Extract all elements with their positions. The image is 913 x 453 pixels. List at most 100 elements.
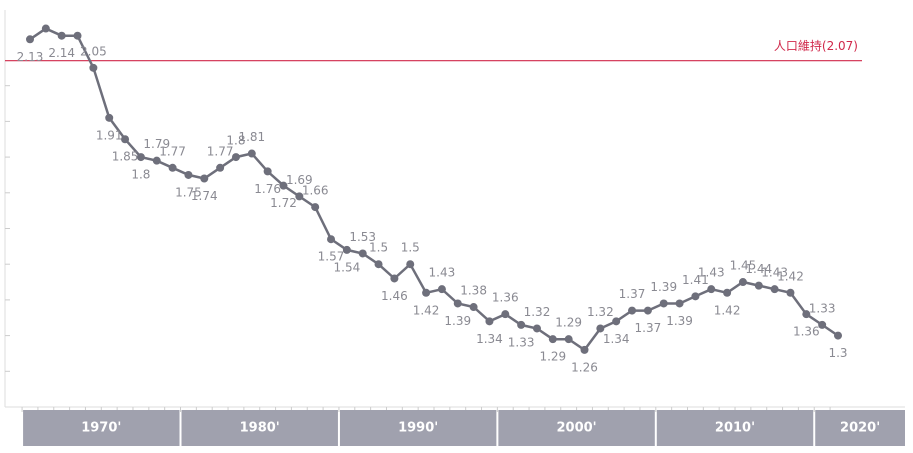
data-point [612, 317, 621, 326]
value-label: 1.79 [143, 137, 170, 151]
value-label: 1.39 [444, 314, 471, 328]
value-label: 1.81 [238, 130, 265, 144]
decade-box [23, 410, 180, 446]
value-label: 1.77 [159, 144, 186, 158]
series-line [29, 27, 839, 352]
value-label: 1.42 [413, 303, 440, 317]
value-label: 1.34 [603, 332, 630, 346]
data-point [263, 167, 272, 176]
value-label: 1.53 [349, 230, 376, 244]
data-point [802, 310, 811, 319]
value-label: 1.39 [666, 314, 693, 328]
decade-box [339, 410, 497, 446]
data-point [247, 149, 256, 158]
data-point [200, 174, 209, 183]
data-point [643, 306, 652, 315]
data-point [136, 153, 145, 162]
value-label: 1.29 [555, 316, 582, 330]
data-point [596, 324, 605, 333]
decade-label: 1970' [81, 421, 121, 436]
data-point [675, 299, 684, 308]
value-label: 1.66 [302, 184, 329, 198]
data-point [754, 281, 763, 290]
data-point [580, 345, 589, 354]
value-label: 1.32 [524, 305, 551, 319]
value-label: 1.76 [254, 182, 281, 196]
value-label: 1.75 [175, 185, 202, 199]
data-point [374, 260, 383, 269]
value-label: 1.29 [539, 350, 566, 364]
data-point [231, 153, 240, 162]
value-label: 1.3 [828, 346, 847, 360]
value-label: 1.8 [226, 134, 245, 148]
value-label: 1.77 [207, 144, 234, 158]
value-label: 1.42 [714, 303, 741, 317]
data-point [168, 163, 177, 172]
data-point [89, 63, 98, 72]
value-label: 1.36 [793, 325, 820, 339]
data-point [279, 181, 288, 190]
decade-box [656, 410, 814, 446]
value-label: 1.38 [460, 284, 487, 298]
value-label: 1.34 [476, 332, 503, 346]
value-label: 2.13 [17, 50, 44, 64]
decade-box [815, 410, 905, 446]
decade-label: 1980' [240, 421, 280, 436]
value-label: 1.43 [761, 266, 788, 280]
data-point [453, 299, 462, 308]
data-point [327, 235, 336, 244]
data-point [628, 306, 637, 315]
data-point [485, 317, 494, 326]
value-label: 1.26 [571, 360, 598, 374]
data-point [406, 260, 415, 269]
data-point [73, 31, 82, 40]
reference-label: 人口維持(2.07) [774, 38, 858, 53]
value-label: 1.37 [635, 321, 662, 335]
value-label: 1.43 [429, 266, 456, 280]
value-label: 1.39 [650, 280, 677, 294]
data-point [548, 335, 557, 344]
data-point [469, 303, 478, 312]
data-point [358, 249, 367, 258]
value-label: 1.91 [96, 128, 123, 142]
data-point [152, 156, 161, 165]
decade-label: 1990' [398, 421, 438, 436]
value-label: 1.41 [682, 273, 709, 287]
data-point [216, 163, 225, 172]
decade-box [498, 410, 655, 446]
value-label: 2.14 [48, 46, 75, 60]
value-label: 1.54 [334, 260, 361, 274]
value-label: 1.33 [508, 335, 535, 349]
data-point [390, 274, 399, 283]
data-point [342, 245, 351, 254]
data-point [184, 170, 193, 179]
value-label: 1.74 [191, 189, 218, 203]
value-label: 1.42 [777, 269, 804, 283]
value-label: 1.85 [112, 150, 139, 164]
value-label: 1.45 [730, 259, 757, 273]
data-point [738, 278, 747, 287]
data-point [691, 292, 700, 301]
value-label: 1.5 [401, 241, 420, 255]
data-point [311, 203, 320, 212]
data-point [818, 320, 827, 329]
data-point [564, 335, 573, 344]
data-point [501, 310, 510, 319]
data-point [517, 320, 526, 329]
value-label: 1.36 [492, 291, 519, 305]
data-point [295, 192, 304, 201]
data-point [26, 35, 34, 44]
value-label: 2.05 [80, 44, 107, 58]
value-label: 1.33 [809, 301, 836, 315]
data-point [770, 285, 779, 294]
decade-label: 2020' [840, 421, 880, 436]
data-point [105, 113, 114, 122]
data-point [659, 299, 668, 308]
data-point [723, 288, 732, 297]
value-label: 1.43 [698, 266, 725, 280]
data-point [422, 288, 431, 297]
decade-label: 2010' [715, 421, 755, 436]
data-point [121, 135, 130, 144]
